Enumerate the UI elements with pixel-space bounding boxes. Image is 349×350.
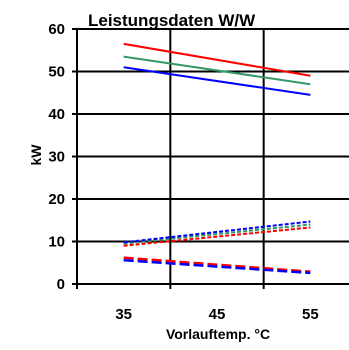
axis-layer bbox=[72, 28, 349, 289]
x-tick-label: 45 bbox=[209, 306, 226, 323]
series-line-dashed bbox=[123, 258, 311, 275]
series-line-solid bbox=[123, 42, 311, 77]
series-line-dotted bbox=[123, 226, 311, 247]
x-axis-label: Vorlauftemp. °C bbox=[166, 326, 270, 342]
series-layer bbox=[123, 42, 311, 275]
series-line-dashed bbox=[123, 256, 311, 273]
series-line-dotted bbox=[123, 220, 311, 244]
series-line-solid bbox=[123, 55, 311, 86]
chart-title: Leistungsdaten W/W bbox=[88, 11, 256, 30]
x-tick-label: 35 bbox=[115, 306, 132, 323]
y-tick-label: 20 bbox=[48, 191, 65, 208]
y-axis-label: kW bbox=[28, 144, 44, 166]
y-tick-label: 0 bbox=[57, 276, 65, 293]
y-tick-label: 50 bbox=[48, 64, 65, 81]
x-tick-label: 55 bbox=[302, 306, 319, 323]
y-tick-label: 30 bbox=[48, 149, 65, 166]
y-tick-label: 10 bbox=[48, 234, 65, 251]
text-layer: Leistungsdaten W/W Vorlauftemp. °C kW 0 1… bbox=[28, 11, 319, 342]
y-tick-label: 40 bbox=[48, 106, 65, 123]
series-line-dotted bbox=[123, 223, 311, 245]
y-tick-label: 60 bbox=[48, 21, 65, 38]
grid-layer bbox=[77, 28, 349, 285]
series-line-solid bbox=[123, 66, 311, 96]
